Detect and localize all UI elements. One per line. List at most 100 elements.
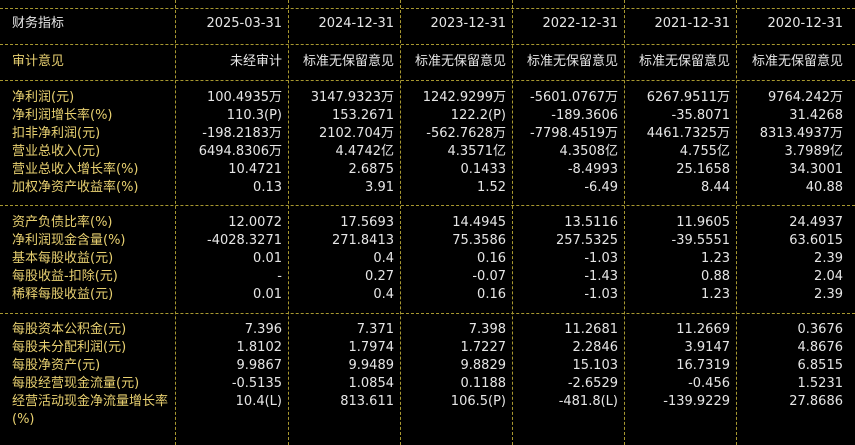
cell-value: -198.2183万	[202, 126, 282, 141]
cell-value: 11.9605	[676, 215, 730, 230]
cell-value: 标准无保留意见	[414, 54, 506, 69]
cell-value: -0.07	[472, 269, 506, 284]
cell-value: 25.1658	[676, 162, 730, 177]
row-divider	[0, 80, 855, 81]
column-divider	[288, 0, 289, 445]
cell-value: 2102.704万	[318, 126, 394, 141]
row-label: 基本每股收益(元)	[12, 251, 114, 266]
cell-value: 标准无保留意见	[751, 54, 843, 69]
column-date: 2020-12-31	[767, 16, 843, 31]
cell-value: 8313.4937万	[759, 126, 843, 141]
cell-value: 0.88	[701, 269, 730, 284]
cell-value: 3147.9323万	[310, 90, 394, 105]
cell-value: 75.3586	[452, 233, 506, 248]
cell-value: 17.5693	[340, 215, 394, 230]
cell-value: 2.39	[814, 287, 843, 302]
cell-value: 0.16	[477, 287, 506, 302]
cell-value: 0.27	[365, 269, 394, 284]
cell-value: 0.3676	[797, 322, 844, 337]
cell-value: 6.8515	[797, 358, 844, 373]
cell-value: 13.5116	[564, 215, 618, 230]
cell-value: 0.16	[477, 251, 506, 266]
cell-value: 100.4935万	[206, 90, 282, 105]
row-label: 每股经营现金流量(元)	[12, 376, 140, 391]
cell-value: 271.8413	[331, 233, 394, 248]
cell-value: 4.3508亿	[559, 144, 619, 159]
row-label: 每股未分配利润(元)	[12, 340, 127, 355]
row-label: 净利润(元)	[12, 90, 75, 105]
row-label: 加权净资产收益率(%)	[12, 180, 139, 195]
cell-value: 标准无保留意见	[302, 54, 394, 69]
cell-value: 27.8686	[789, 394, 843, 409]
cell-value: 1.7974	[348, 340, 395, 355]
cell-value: 10.4721	[228, 162, 282, 177]
row-divider	[0, 8, 855, 9]
cell-value: -	[277, 269, 282, 284]
cell-value: 10.4(L)	[235, 394, 282, 409]
cell-value: 31.4268	[789, 108, 843, 123]
cell-value: 9.9867	[236, 358, 283, 373]
cell-value: -7798.4519万	[530, 126, 618, 141]
row-label: 每股净资产(元)	[12, 358, 101, 373]
cell-value: 0.01	[253, 251, 282, 266]
cell-value: 0.13	[253, 180, 282, 195]
cell-value: -562.7628万	[426, 126, 506, 141]
row-divider	[0, 313, 855, 314]
row-label: 稀释每股收益(元)	[12, 287, 114, 302]
cell-value: 0.1433	[460, 162, 507, 177]
cell-value: 24.4937	[789, 215, 843, 230]
row-label: 经营活动现金净流量增长率(%)	[12, 394, 169, 427]
column-divider	[512, 0, 513, 445]
cell-value: 153.2671	[331, 108, 394, 123]
cell-value: 标准无保留意见	[638, 54, 730, 69]
column-date: 2021-12-31	[654, 16, 730, 31]
cell-value: 4.8676	[797, 340, 844, 355]
cell-value: 2.6875	[348, 162, 395, 177]
cell-value: 1.23	[701, 251, 730, 266]
cell-value: -8.4993	[567, 162, 618, 177]
cell-value: 3.9147	[684, 340, 731, 355]
cell-value: -139.9229	[663, 394, 730, 409]
cell-value: 12.0072	[228, 215, 282, 230]
cell-value: 9764.242万	[767, 90, 843, 105]
cell-value: -189.3606	[551, 108, 618, 123]
cell-value: 9.9489	[348, 358, 395, 373]
cell-value: -1.03	[584, 287, 618, 302]
cell-value: 2.2846	[572, 340, 619, 355]
cell-value: 34.3001	[789, 162, 843, 177]
column-divider	[175, 0, 176, 445]
cell-value: 1.7227	[460, 340, 507, 355]
cell-value: 11.2669	[676, 322, 730, 337]
row-label: 营业总收入(元)	[12, 144, 101, 159]
cell-value: 110.3(P)	[226, 108, 282, 123]
cell-value: 63.6015	[789, 233, 843, 248]
cell-value: 9.8829	[460, 358, 507, 373]
cell-value: -1.03	[584, 251, 618, 266]
cell-value: 6267.9511万	[646, 90, 730, 105]
cell-value: 0.1188	[460, 376, 507, 391]
column-date: 2024-12-31	[318, 16, 394, 31]
cell-value: 1.23	[701, 287, 730, 302]
cell-value: 16.7319	[676, 358, 730, 373]
cell-value: -2.6529	[567, 376, 618, 391]
cell-value: -35.8071	[671, 108, 730, 123]
cell-value: 7.396	[244, 322, 282, 337]
cell-value: 0.4	[373, 287, 394, 302]
row-label: 每股资本公积金(元)	[12, 322, 127, 337]
column-date: 2023-12-31	[430, 16, 506, 31]
cell-value: -6.49	[584, 180, 618, 195]
cell-value: 0.4	[373, 251, 394, 266]
column-divider	[624, 0, 625, 445]
column-divider	[736, 0, 737, 445]
row-label: 每股收益-扣除(元)	[12, 269, 118, 284]
cell-value: 4.755亿	[679, 144, 730, 159]
cell-value: 3.7989亿	[784, 144, 844, 159]
cell-value: 813.611	[340, 394, 394, 409]
cell-value: 0.01	[253, 287, 282, 302]
row-label: 营业总收入增长率(%)	[12, 162, 139, 177]
cell-value: 1242.9299万	[422, 90, 506, 105]
row-label: 净利润现金含量(%)	[12, 233, 126, 248]
cell-value: 257.5325	[555, 233, 618, 248]
column-date: 2025-03-31	[206, 16, 282, 31]
row-divider	[0, 205, 855, 206]
